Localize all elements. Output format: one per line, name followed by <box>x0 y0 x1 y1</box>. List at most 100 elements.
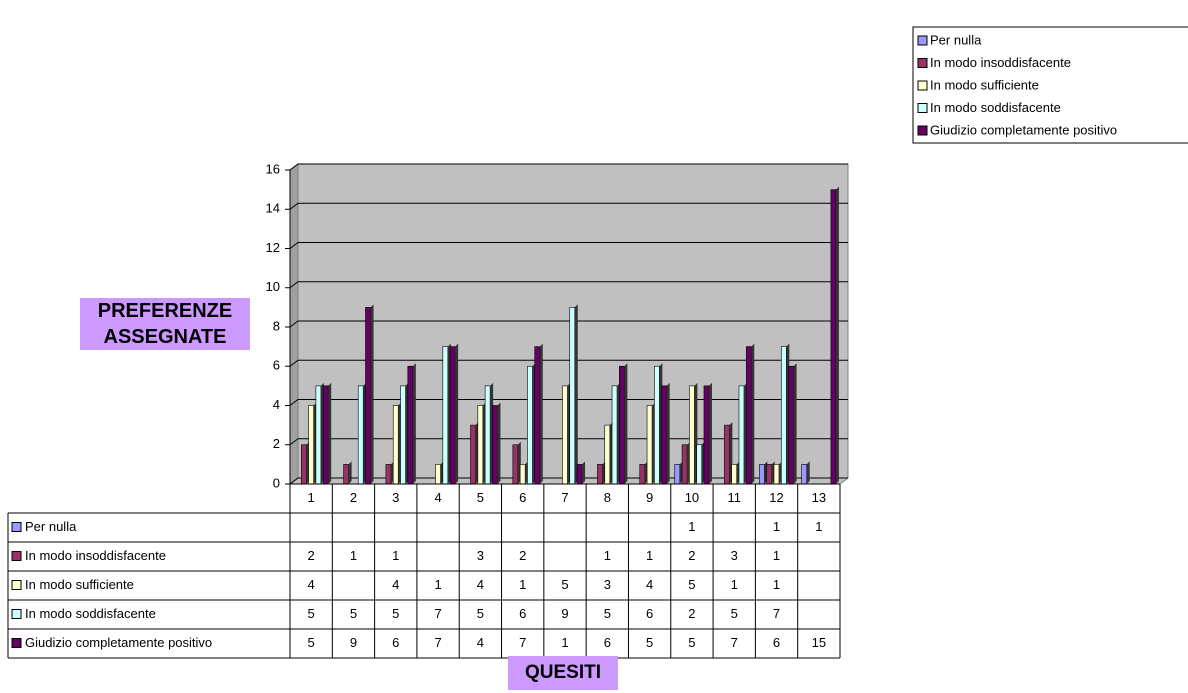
x-tick-label: 3 <box>392 490 399 505</box>
table-swatch <box>11 638 22 648</box>
x-tick-label: 4 <box>434 490 441 505</box>
table-series-name: In modo soddisfacente <box>25 606 156 621</box>
x-tick-label: 8 <box>604 490 611 505</box>
bar <box>343 464 349 485</box>
table-value: 6 <box>773 635 780 650</box>
bar-side <box>835 186 839 484</box>
legend-swatch <box>917 80 928 91</box>
bar <box>527 365 533 485</box>
bar <box>400 385 406 485</box>
bar <box>745 346 752 485</box>
bar <box>780 346 787 485</box>
legend-swatch <box>917 103 928 113</box>
legend-swatch <box>917 35 928 46</box>
table-value: 1 <box>392 548 399 563</box>
table-value: 5 <box>646 635 653 650</box>
table-swatch <box>11 522 22 532</box>
x-tick-label: 1 <box>308 490 315 505</box>
bar <box>385 464 392 485</box>
y-tick-label: 8 <box>273 318 280 333</box>
table-series-name: In modo sufficiente <box>25 577 134 592</box>
y-tick-label: 6 <box>273 358 280 373</box>
table-value: 6 <box>646 606 653 621</box>
bar <box>661 385 667 485</box>
y-tick-label: 4 <box>273 397 280 412</box>
table-value: 9 <box>350 635 357 650</box>
x-tick-label: 7 <box>561 490 568 505</box>
table-swatch <box>11 551 22 561</box>
table-series-name: In modo insoddisfacente <box>25 548 166 563</box>
bar <box>681 444 688 485</box>
x-tick-label: 13 <box>812 490 826 505</box>
table-value: 1 <box>646 548 653 563</box>
legend-label: Giudizio completamente positivo <box>930 122 1117 137</box>
x-tick-label: 9 <box>646 490 653 505</box>
bar-side <box>412 363 416 484</box>
bar <box>766 464 772 485</box>
table-value: 3 <box>477 548 484 563</box>
y-tick-label: 14 <box>266 201 280 216</box>
bar-side <box>806 461 810 484</box>
bar-side <box>751 343 755 484</box>
table-value: 4 <box>308 577 315 592</box>
bar <box>773 464 780 485</box>
x-tick-label: 10 <box>685 490 699 505</box>
grid-line <box>289 163 848 171</box>
table-value: 4 <box>392 577 399 592</box>
bar <box>519 464 526 485</box>
table-value: 2 <box>688 606 695 621</box>
table-value: 6 <box>392 635 399 650</box>
y-axis-label: PREFERENZE ASSEGNATE <box>80 298 250 350</box>
bar <box>788 365 794 485</box>
bar <box>512 444 519 485</box>
table-value: 2 <box>308 548 315 563</box>
table-value: 3 <box>731 548 738 563</box>
bar <box>759 464 765 485</box>
table-value: 1 <box>773 577 780 592</box>
table-value: 1 <box>731 577 738 592</box>
bar <box>470 424 476 485</box>
x-tick-label: 12 <box>769 490 783 505</box>
table-value: 5 <box>477 606 484 621</box>
bar <box>562 385 568 485</box>
bar <box>731 464 737 485</box>
bar-side <box>624 363 628 484</box>
table-value: 6 <box>604 635 611 650</box>
table-value: 4 <box>477 577 484 592</box>
bar <box>619 365 625 485</box>
table-value: 5 <box>731 606 738 621</box>
bar-side <box>666 382 670 484</box>
table-value: 15 <box>812 635 826 650</box>
bar-side <box>793 363 797 484</box>
bar <box>492 405 498 485</box>
table-value: 5 <box>561 577 568 592</box>
table-value: 5 <box>688 635 695 650</box>
legend-label: In modo sufficiente <box>930 77 1039 92</box>
bar-side <box>539 343 543 484</box>
legend-swatch <box>917 125 928 136</box>
legend-swatch <box>917 58 928 68</box>
legend-label: In modo insoddisfacente <box>930 55 1071 70</box>
legend-box <box>912 26 1188 144</box>
bar <box>703 385 710 485</box>
bar-side <box>497 402 501 484</box>
bar <box>597 464 603 485</box>
table-value: 1 <box>604 548 611 563</box>
table-value: 2 <box>519 548 526 563</box>
y-tick-label: 0 <box>273 475 280 490</box>
bar <box>315 385 322 485</box>
table-swatch <box>11 609 22 619</box>
table-value: 4 <box>477 635 484 650</box>
x-tick-label: 11 <box>727 490 741 505</box>
x-tick-label: 6 <box>519 490 526 505</box>
bar <box>477 405 484 485</box>
table-series-name: Per nulla <box>25 519 77 534</box>
table-value: 4 <box>646 577 653 592</box>
table-value: 5 <box>308 606 315 621</box>
table-value: 5 <box>604 606 611 621</box>
table-value: 1 <box>519 577 526 592</box>
table-value: 1 <box>688 519 695 534</box>
grid-line <box>289 281 848 289</box>
y-tick-label: 16 <box>266 161 280 176</box>
bar <box>646 405 653 485</box>
